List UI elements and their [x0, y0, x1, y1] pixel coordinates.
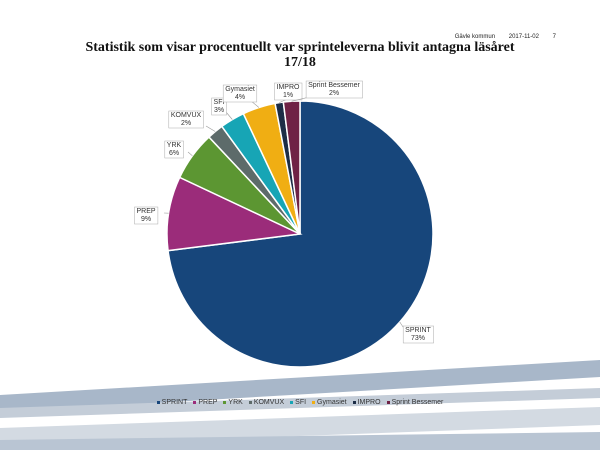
- legend-swatch: [386, 400, 390, 404]
- legend-swatch: [193, 400, 197, 404]
- legend-label: PREP: [198, 399, 218, 406]
- legend-swatch: [290, 400, 294, 404]
- data-label-value: 4%: [235, 94, 245, 101]
- legend-label: IMPRO: [357, 399, 381, 406]
- legend-label: SPRINT: [161, 399, 188, 406]
- data-label-name: PREP: [136, 208, 155, 215]
- legend-item-sfi: SFI: [290, 399, 306, 406]
- data-label-value: 1%: [283, 92, 293, 99]
- leader-line-sfi: [225, 111, 233, 120]
- legend-swatch: [352, 400, 356, 404]
- slide-date: 2017-11-02: [508, 34, 539, 40]
- legend-item-yrk: YRK: [223, 399, 243, 406]
- data-label-value: 73%: [411, 335, 425, 342]
- data-label-name: Gymasiet: [225, 86, 255, 93]
- legend-item-sprint: SPRINT: [156, 399, 188, 406]
- organization-name: Gävle kommun: [454, 34, 496, 40]
- data-label-value: 2%: [329, 90, 339, 97]
- data-label-name: YRK: [167, 142, 182, 149]
- data-label-name: SPRINT: [405, 327, 431, 334]
- legend-swatch: [248, 400, 252, 404]
- data-label-name: IMPRO: [277, 84, 301, 91]
- chart-legend: SPRINT PREP YRK KOMVUX SFI Gymasiet IMPRO Sprin…: [0, 399, 600, 406]
- legend-label: Gymasiet: [317, 399, 347, 406]
- leader-line-komvux: [205, 125, 216, 132]
- data-label-value: 6%: [169, 150, 179, 157]
- data-label-name: Sprint Bessemer: [308, 82, 360, 89]
- slide-header: Gävle kommun 2017-11-02 7: [443, 34, 556, 40]
- data-label-value: 3%: [214, 107, 224, 114]
- legend-item-impro: IMPRO: [352, 399, 381, 406]
- legend-item-prep: PREP: [193, 399, 217, 406]
- chart-title: Statistik som visar procentuellt var spr…: [85, 40, 515, 70]
- data-label-name: KOMVUX: [171, 112, 202, 119]
- data-label-name: SFI: [214, 99, 225, 106]
- legend-label: SFI: [295, 399, 307, 406]
- legend-label: Sprint Bessemer: [391, 399, 444, 406]
- leader-line-yrk: [187, 151, 193, 157]
- legend-label: KOMVUX: [253, 399, 285, 406]
- legend-item-gymasiet: Gymasiet: [312, 399, 347, 406]
- page-number: 7: [552, 34, 556, 40]
- legend-swatch: [312, 400, 316, 404]
- legend-swatch: [156, 400, 160, 404]
- legend-swatch: [223, 400, 227, 404]
- legend-item-sprint-bessemer: Sprint Bessemer: [386, 399, 444, 406]
- data-label-value: 9%: [141, 216, 151, 223]
- data-label-value: 2%: [181, 120, 191, 127]
- legend-label: YRK: [228, 399, 243, 406]
- legend-item-komvux: KOMVUX: [248, 399, 285, 406]
